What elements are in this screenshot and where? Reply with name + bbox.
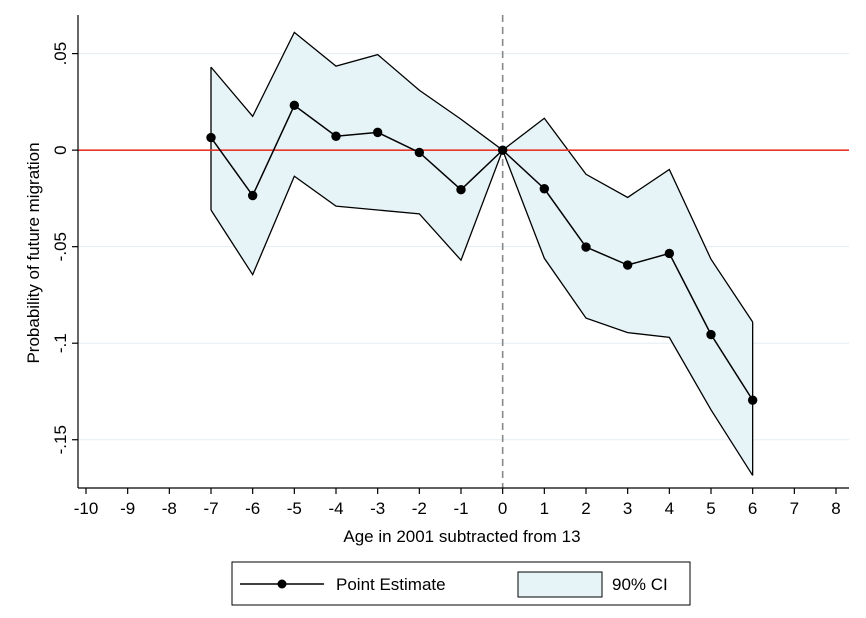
point-estimate-marker: [622, 260, 633, 270]
point-estimate-marker: [331, 131, 341, 141]
point-estimate-marker: [456, 185, 466, 195]
point-estimate-marker: [414, 147, 425, 158]
y-axis-title: Probability of future migration: [24, 142, 43, 363]
x-tick-label: 1: [540, 499, 549, 518]
x-tick-label: -1: [453, 499, 468, 518]
x-tick-label: -3: [370, 499, 385, 518]
reference-lines: [78, 15, 849, 488]
point-estimate-series: [206, 100, 758, 405]
point-estimate-marker: [581, 242, 591, 252]
y-tick-label: -.1: [51, 333, 70, 353]
x-tick-label: 8: [831, 499, 840, 518]
legend-point-estimate-label: Point Estimate: [336, 575, 446, 594]
x-tick-label: -4: [328, 499, 343, 518]
point-estimate-marker: [247, 190, 258, 201]
ci-upper-line: [210, 31, 754, 323]
legend-ci-swatch: [517, 571, 603, 598]
y-tick-label: -.05: [51, 232, 70, 261]
legend-point-estimate-marker: [277, 579, 287, 589]
y-tick-label: 0: [51, 145, 70, 154]
x-tick-label: 5: [706, 499, 715, 518]
axes: [72, 15, 849, 494]
legend: Point Estimate 90% CI: [231, 561, 691, 606]
y-tick-label: -.15: [51, 425, 70, 454]
point-estimate-line: [210, 104, 754, 401]
point-estimate-marker: [539, 184, 550, 194]
x-tick-label: -8: [162, 499, 177, 518]
point-estimate-marker: [747, 395, 758, 405]
x-tick-label: -7: [203, 499, 218, 518]
point-estimate-marker: [497, 145, 508, 155]
x-tick-label: 4: [665, 499, 674, 518]
x-tick-label: -6: [245, 499, 260, 518]
point-estimate-marker: [706, 329, 716, 340]
tick-labels: -10 -9 -8 -7 -6 -5 -4 -3 -2 -1 0 1 2 3 4 5 6 7 8.050-.05-.…: [51, 42, 841, 518]
x-tick-label: -9: [120, 499, 135, 518]
y-tick-label: .05: [51, 42, 70, 66]
legend-ci-label: 90% CI: [612, 575, 668, 594]
x-tick-label: 3: [623, 499, 632, 518]
x-tick-label: 6: [748, 499, 757, 518]
x-tick-label: -10: [74, 499, 99, 518]
ci-lower-line: [210, 148, 754, 476]
point-estimate-marker: [664, 248, 675, 259]
x-tick-label: -2: [412, 499, 427, 518]
x-tick-label: 0: [498, 499, 507, 518]
point-estimate-marker: [289, 100, 300, 111]
point-estimate-marker: [206, 132, 216, 143]
ci-band-fill: [211, 32, 753, 476]
x-tick-label: -5: [287, 499, 302, 518]
x-tick-label: 2: [581, 499, 590, 518]
x-axis-title: Age in 2001 subtracted from 13: [343, 527, 580, 546]
point-estimate-marker: [372, 127, 383, 138]
x-tick-label: 7: [790, 499, 799, 518]
